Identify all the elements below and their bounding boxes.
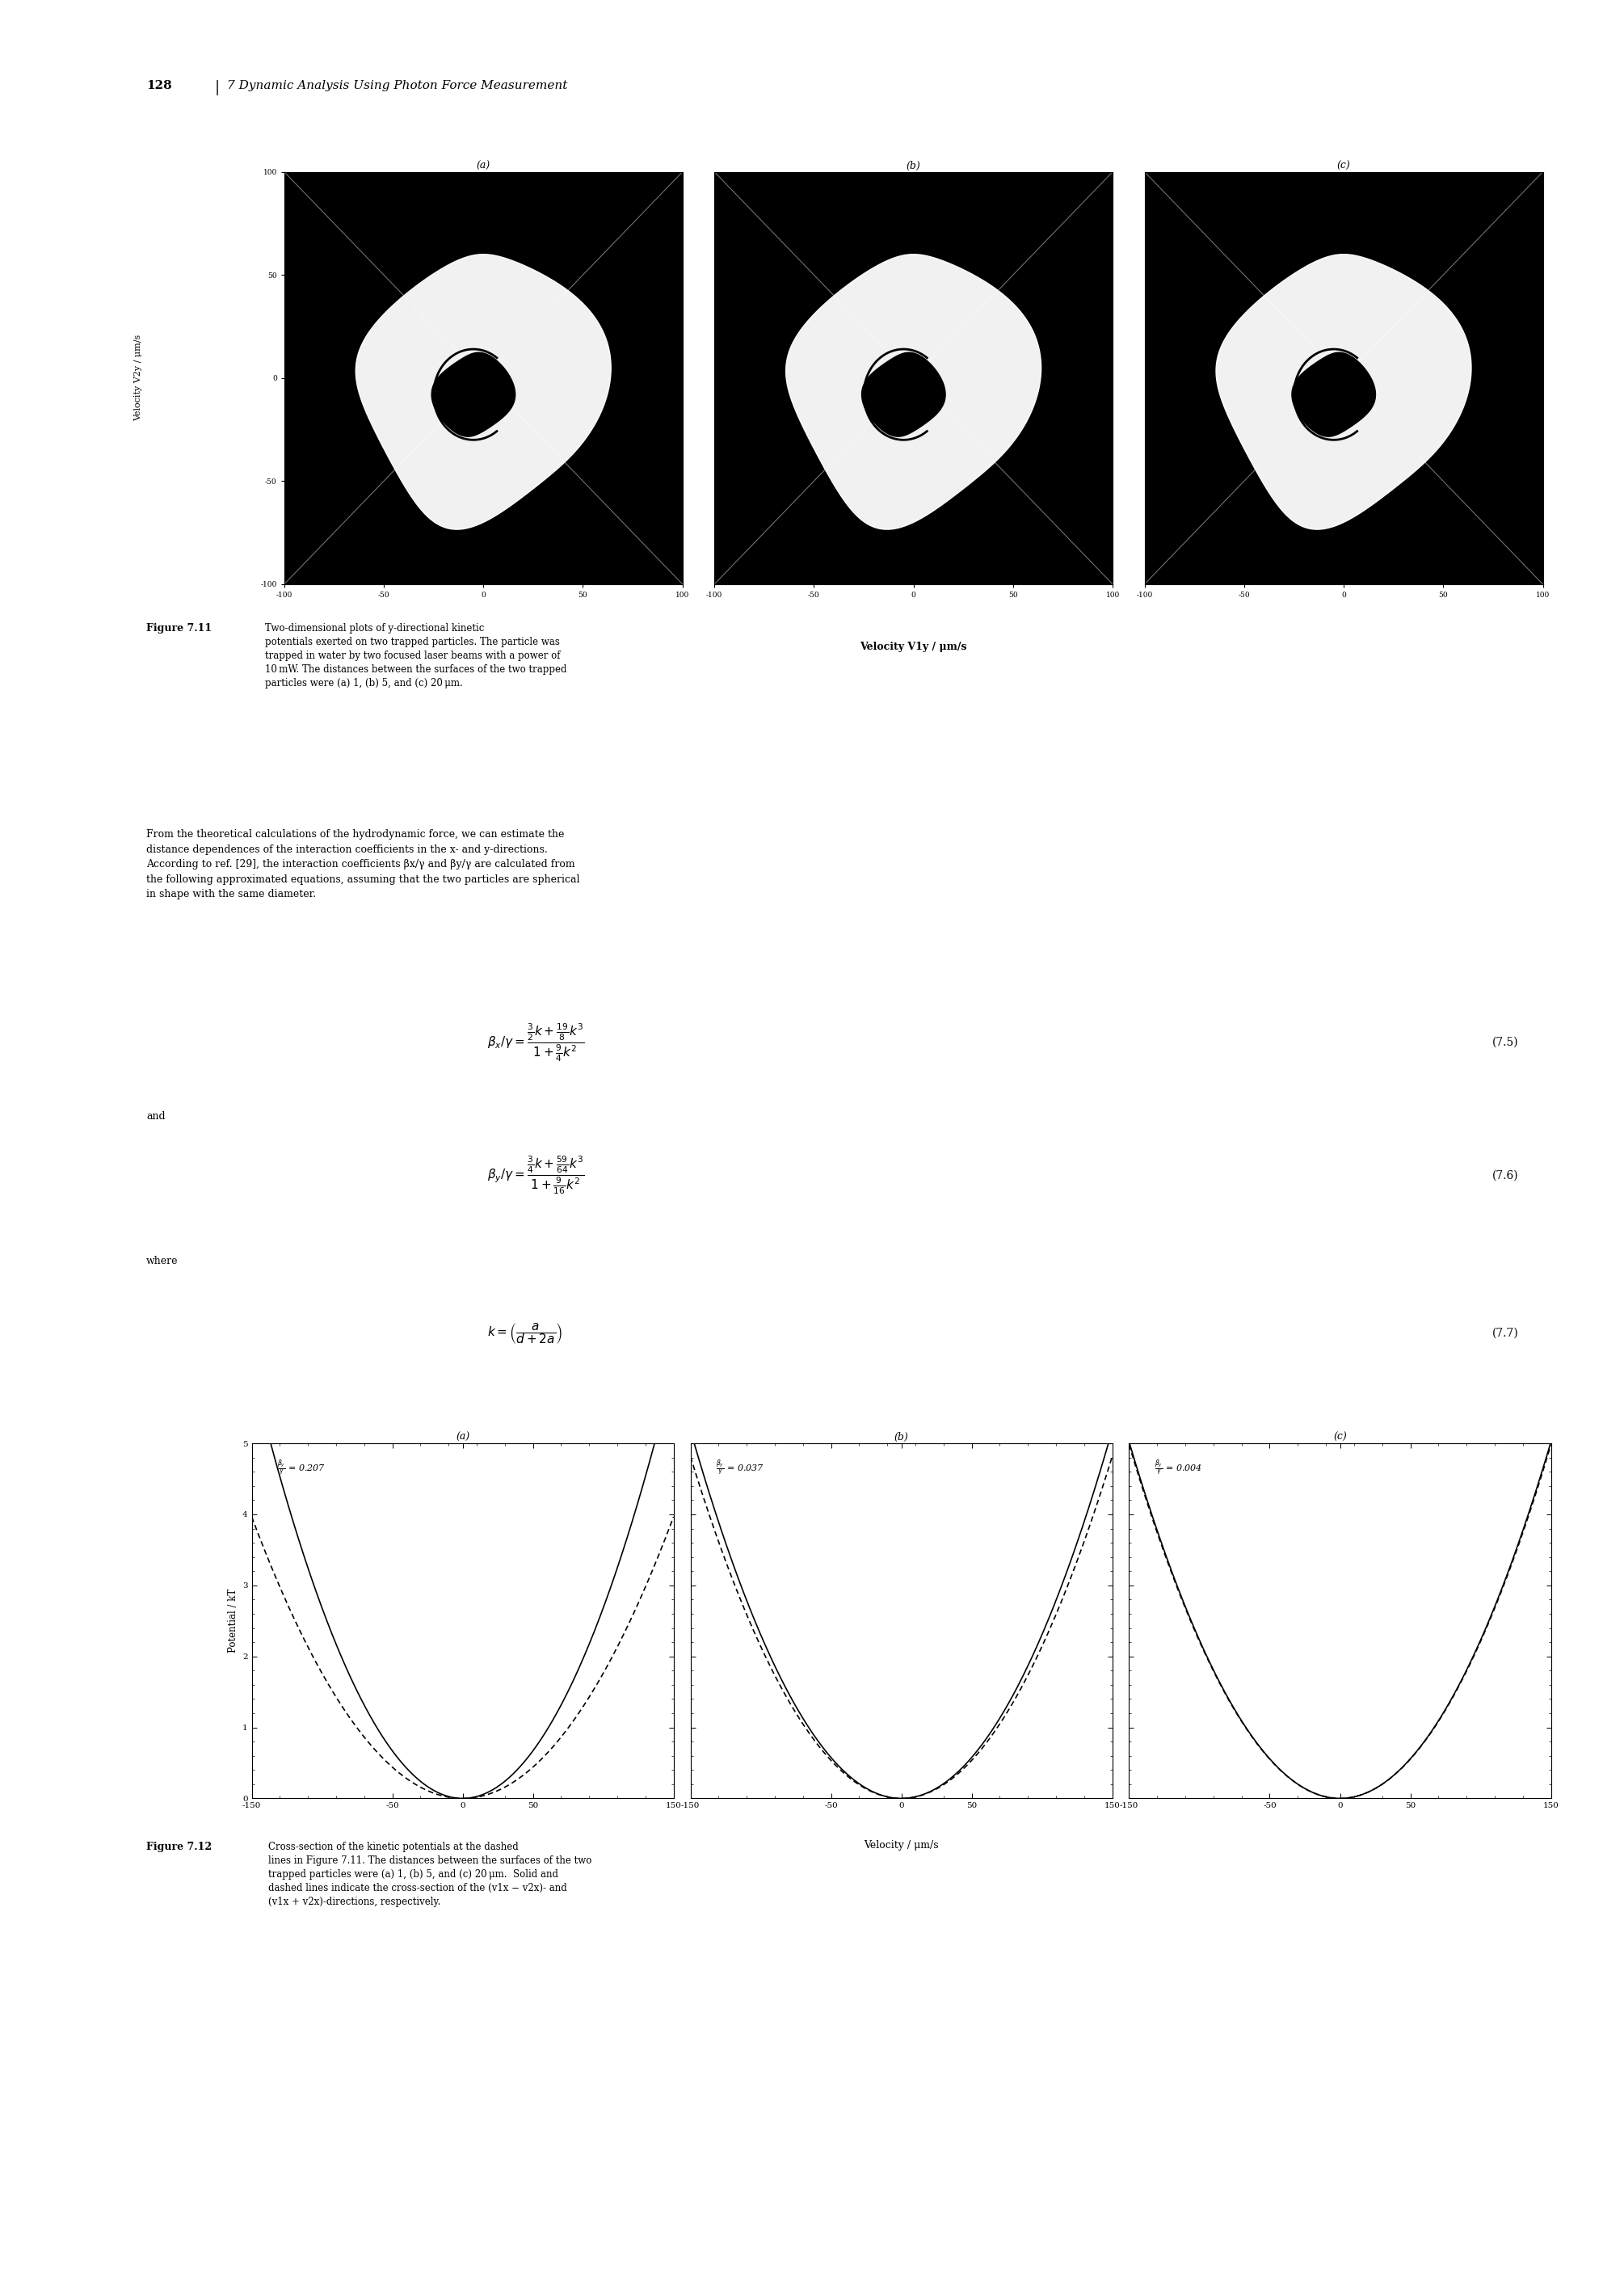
Polygon shape [432, 353, 515, 438]
Title: (a): (a) [476, 160, 490, 172]
Text: $\frac{\beta_y}{\gamma}$ = 0.004: $\frac{\beta_y}{\gamma}$ = 0.004 [1155, 1457, 1202, 1478]
Text: 7 Dynamic Analysis Using Photon Force Measurement: 7 Dynamic Analysis Using Photon Force Me… [227, 80, 568, 92]
Text: (7.7): (7.7) [1492, 1329, 1518, 1338]
Text: where: where [146, 1255, 179, 1267]
Text: Velocity / μm/s: Velocity / μm/s [864, 1840, 939, 1851]
Text: Velocity V2y / μm/s: Velocity V2y / μm/s [135, 334, 141, 422]
Text: Velocity V1y / μm/s: Velocity V1y / μm/s [861, 641, 966, 653]
Text: $k = \left(\dfrac{a}{d + 2a}\right)$: $k = \left(\dfrac{a}{d + 2a}\right)$ [487, 1322, 564, 1345]
Text: Figure 7.11: Figure 7.11 [146, 623, 211, 635]
Text: $\beta_x/\gamma = \dfrac{\frac{3}{2}k + \frac{19}{8}k^3}{1 + \frac{9}{4}k^2}$: $\beta_x/\gamma = \dfrac{\frac{3}{2}k + … [487, 1022, 585, 1063]
Polygon shape [862, 353, 945, 438]
Text: |: | [214, 80, 219, 96]
Title: (b): (b) [906, 160, 921, 172]
Text: $\beta_y/\gamma = \dfrac{\frac{3}{4}k + \frac{59}{64}k^3}{1 + \frac{9}{16}k^2}$: $\beta_y/\gamma = \dfrac{\frac{3}{4}k + … [487, 1155, 585, 1196]
Y-axis label: Potential / kT: Potential / kT [227, 1590, 239, 1652]
Title: (c): (c) [1337, 160, 1351, 172]
Text: 128: 128 [146, 80, 172, 92]
Text: (7.6): (7.6) [1492, 1171, 1518, 1180]
Text: Figure 7.12: Figure 7.12 [146, 1842, 211, 1853]
Text: Two-dimensional plots of y-directional kinetic
potentials exerted on two trapped: Two-dimensional plots of y-directional k… [265, 623, 567, 690]
Text: $\frac{\beta_y}{\gamma}$ = 0.037: $\frac{\beta_y}{\gamma}$ = 0.037 [716, 1457, 765, 1478]
Text: From the theoretical calculations of the hydrodynamic force, we can estimate the: From the theoretical calculations of the… [146, 829, 580, 900]
Polygon shape [786, 254, 1041, 529]
Polygon shape [1291, 353, 1376, 438]
Text: (7.5): (7.5) [1492, 1038, 1518, 1047]
Text: and: and [146, 1111, 166, 1123]
Text: Cross-section of the kinetic potentials at the dashed
lines in Figure 7.11. The : Cross-section of the kinetic potentials … [268, 1842, 591, 1908]
Title: (a): (a) [456, 1432, 469, 1443]
Polygon shape [1216, 254, 1471, 529]
Polygon shape [356, 254, 611, 529]
Title: (b): (b) [895, 1432, 908, 1443]
Text: $\frac{\beta_y}{\gamma}$ = 0.207: $\frac{\beta_y}{\gamma}$ = 0.207 [278, 1457, 325, 1478]
Title: (c): (c) [1333, 1432, 1346, 1443]
